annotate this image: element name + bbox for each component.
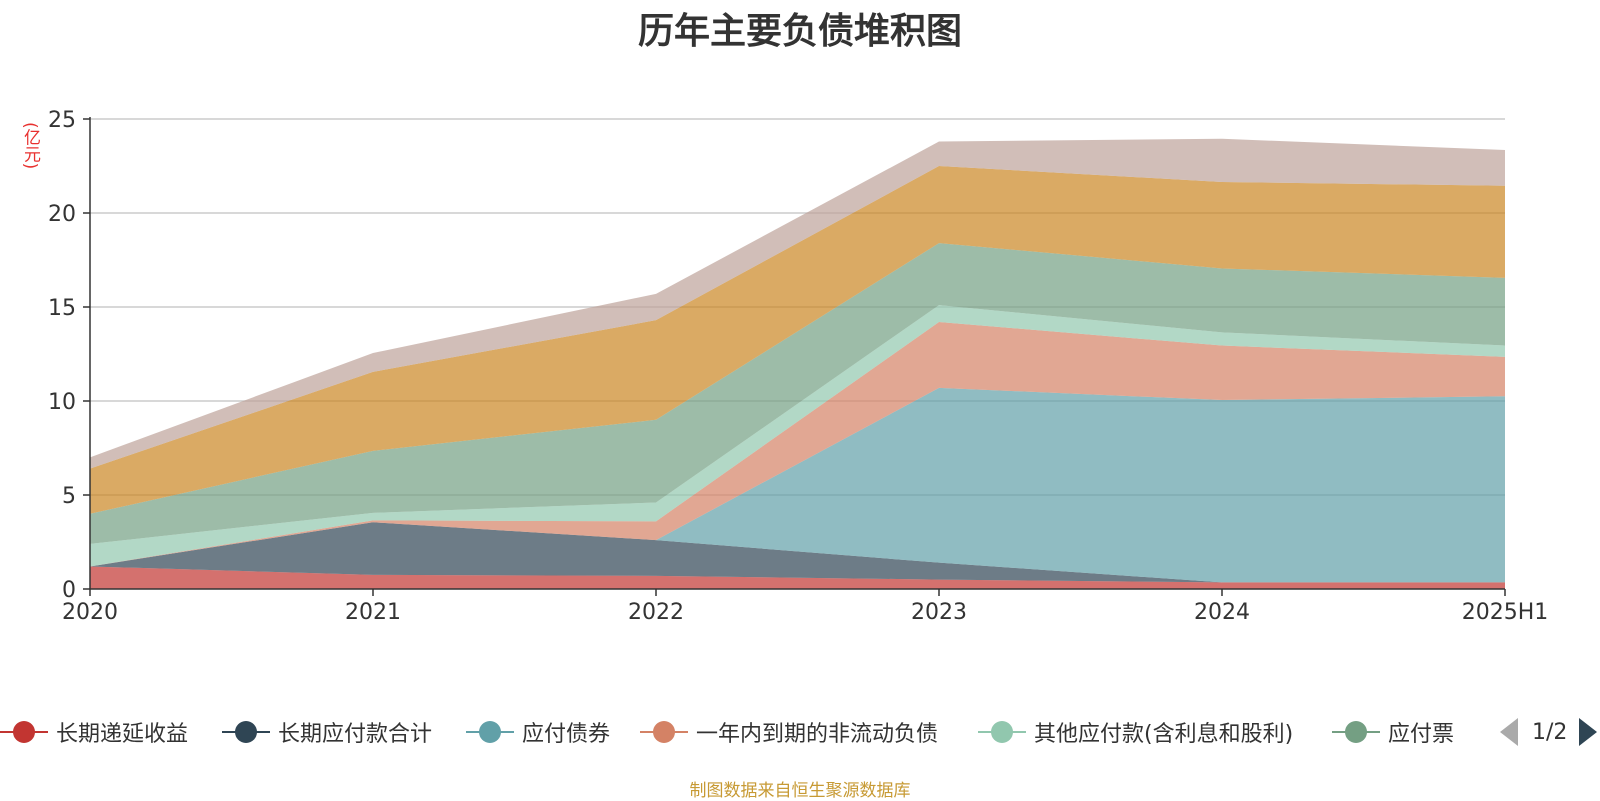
- legend-marker-icon: [978, 720, 1026, 744]
- legend-page-indicator: 1/2: [1532, 719, 1568, 745]
- legend-next-page-icon[interactable]: [1579, 718, 1598, 746]
- legend-marker-icon: [640, 720, 688, 744]
- legend-pager: 1/2: [1500, 712, 1598, 752]
- y-tick-label-3: 15: [48, 296, 76, 321]
- y-tick-label-4: 20: [48, 202, 76, 227]
- x-tick-label-1: 2021: [345, 600, 401, 625]
- legend-item[interactable]: 长期递延收益: [0, 712, 188, 752]
- data-source-note: 制图数据来自恒生聚源数据库: [689, 781, 911, 801]
- legend-label: 其他应付款(含利息和股利): [1034, 722, 1294, 747]
- area-series-3: [90, 322, 1505, 567]
- area-series-6: [90, 166, 1505, 514]
- legend-item[interactable]: 应付票: [1332, 712, 1454, 752]
- y-tick-label-0: 0: [62, 578, 76, 603]
- legend-marker-icon: [0, 720, 48, 744]
- legend-item[interactable]: 长期应付款合计: [222, 712, 432, 752]
- x-tick-label-3: 2023: [911, 600, 967, 625]
- legend-prev-page-icon[interactable]: [1500, 718, 1518, 746]
- legend-label: 一年内到期的非流动负债: [696, 722, 939, 747]
- chart-plot-area: 0 5 10 15 20 25 2020 2021 2022 2023 2024 2025H1: [48, 108, 1549, 625]
- area-series-2: [90, 387, 1505, 583]
- area-series-5: [90, 243, 1505, 544]
- legend-item[interactable]: 一年内到期的非流动负债: [640, 712, 938, 752]
- area-series-4: [90, 305, 1505, 567]
- x-tick-label-4: 2024: [1194, 600, 1250, 625]
- x-tick-label-0: 2020: [62, 600, 118, 625]
- chart-title: 历年主要负债堆积图: [637, 11, 962, 52]
- legend-marker-icon: [1332, 720, 1380, 744]
- area-series-7: [90, 138, 1505, 469]
- legend-marker-icon: [466, 720, 514, 744]
- legend-marker-icon: [222, 720, 270, 744]
- x-tick-label-5: 2025H1: [1462, 600, 1549, 625]
- y-tick-label-2: 10: [48, 390, 76, 415]
- legend-label: 应付票: [1388, 722, 1455, 747]
- legend: 长期递延收益 长期应付款合计 应付债券 一年内到期的非流动负债 其他应付款(含利息和股利…: [0, 712, 1490, 752]
- y-tick-label-5: 25: [48, 108, 76, 133]
- legend-label: 应付债券: [522, 722, 611, 747]
- area-series-1: [90, 522, 1505, 583]
- legend-label: 长期递延收益: [56, 722, 189, 747]
- legend-item[interactable]: 其他应付款(含利息和股利): [978, 712, 1293, 752]
- legend-label: 长期应付款合计: [278, 722, 433, 747]
- x-tick-label-2: 2022: [628, 600, 684, 625]
- y-tick-label-1: 5: [62, 484, 76, 509]
- legend-item[interactable]: 应付债券: [466, 712, 610, 752]
- y-axis-unit-label: (亿元): [20, 122, 40, 170]
- area-series-0: [90, 566, 1505, 589]
